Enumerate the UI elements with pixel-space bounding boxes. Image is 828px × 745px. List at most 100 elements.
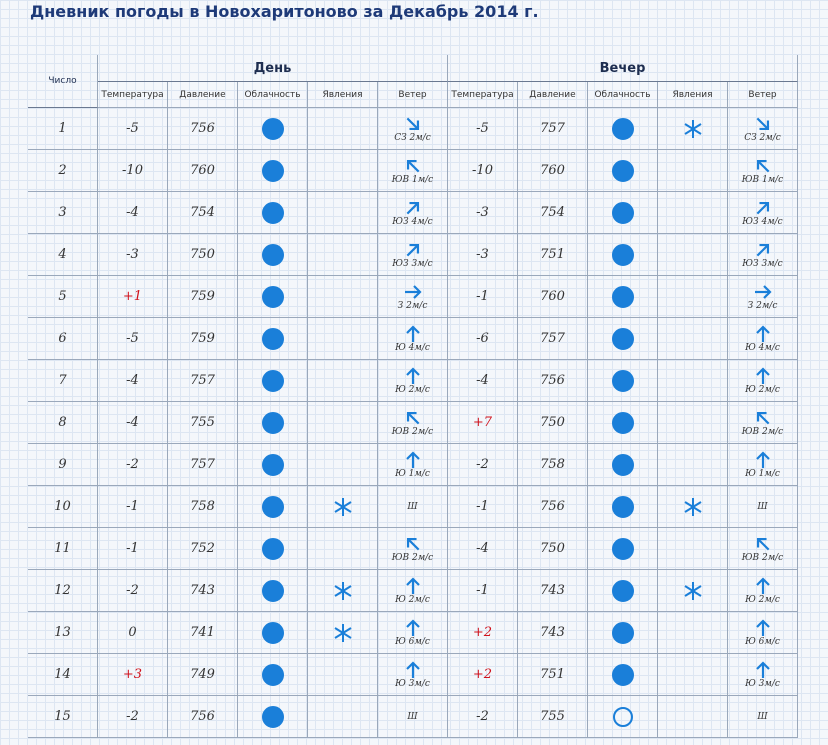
cloud-icon [261,201,284,224]
temperature-text: -3 [126,247,139,262]
phenomena [308,276,378,318]
wind: Ш [728,486,798,528]
temperature-text: -1 [476,499,489,514]
temperature-text: -2 [126,709,139,724]
wind: ЮЗ 3м/с [378,234,448,276]
pressure-text: 759 [190,289,215,304]
cloud-icon [261,453,284,476]
weather-table: Число День Вечер Температура Давление Облачно… [28,55,798,745]
day-number: 8 [28,402,98,444]
phenomena [308,570,378,612]
wind-arrow [755,618,770,636]
subheader: Ветер [378,82,448,108]
wind: ЮВ 2м/с [728,528,798,570]
wind: СЗ 2м/с [378,108,448,150]
cloudiness [588,192,658,234]
pressure: 741 [168,612,238,654]
wind-text: Ю 3м/с [745,678,780,689]
header-day-text: Число [48,76,77,86]
phenomena [658,444,728,486]
pressure: 757 [518,318,588,360]
phenomena [658,108,728,150]
wind-arrow [405,618,420,636]
wind-arrow [755,576,770,594]
cloudiness [588,402,658,444]
phenomena [658,234,728,276]
subheader: Давление [168,82,238,108]
temperature: -4 [448,360,518,402]
wind-text: Ю 1м/с [745,468,780,479]
cloud-icon [261,621,284,644]
day-number: 9 [28,444,98,486]
cloud-icon [261,663,284,686]
day-number-text: 15 [54,709,71,724]
temperature: -6 [448,318,518,360]
wind: Ю 2м/с [378,570,448,612]
wind-text: ЮВ 2м/с [391,552,434,563]
cloud-icon [611,453,634,476]
wind: Ш [728,696,798,738]
pressure: 757 [518,108,588,150]
wind-arrow [756,243,769,256]
group-header: Вечер [448,55,798,82]
pressure: 756 [168,696,238,738]
temperature-text: -4 [476,541,489,556]
wind-text: ЮВ 2м/с [741,552,784,563]
wind-arrow [406,537,419,550]
wind: Ю 2м/с [728,360,798,402]
cloud-icon [261,579,284,602]
cloudiness [238,528,308,570]
wind-text: ЮЗ 3м/с [742,258,783,269]
subheader: Явления [308,82,378,108]
day-number: 10 [28,486,98,528]
wind: Ю 2м/с [728,570,798,612]
cloudiness [238,150,308,192]
cloudiness [588,696,658,738]
cloudiness [238,108,308,150]
cloudiness [588,654,658,696]
subheader-text: Явления [322,89,363,100]
pressure-text: 759 [190,331,215,346]
page-title: Дневник погоды в Новохаритоново за Декаб… [30,2,539,21]
day-number-text: 3 [58,205,67,220]
cloudiness [588,612,658,654]
day-number: 6 [28,318,98,360]
temperature: -4 [98,402,168,444]
cloud-icon [611,117,634,140]
cloud-icon [261,411,284,434]
wind-text: Ш [407,711,418,722]
wind-text: Ю 2м/с [395,384,430,395]
day-number: 1 [28,108,98,150]
phenomena [658,696,728,738]
pressure-text: 757 [540,121,565,136]
cloud-icon [261,537,284,560]
pressure: 758 [518,444,588,486]
temperature: +7 [448,402,518,444]
wind-text: Ю 1м/с [395,468,430,479]
wind-text: ЮВ 1м/с [391,174,434,185]
temperature: -4 [448,528,518,570]
day-number: 12 [28,570,98,612]
day-number-text: 6 [58,331,67,346]
wind-text: Ю 3м/с [395,678,430,689]
pressure: 750 [168,234,238,276]
temperature: -3 [448,234,518,276]
pressure: 743 [518,612,588,654]
pressure: 756 [168,108,238,150]
temperature: +1 [98,276,168,318]
wind: Ю 3м/с [378,654,448,696]
subheader-text: Явления [672,89,713,100]
temperature-text: -2 [476,709,489,724]
cloud-icon [261,243,284,266]
wind-arrow [756,159,769,172]
wind-text: Ю 2м/с [745,594,780,605]
phenomena [308,444,378,486]
phenomena [658,150,728,192]
pressure: 760 [518,276,588,318]
cloudiness [238,402,308,444]
pressure: 756 [518,360,588,402]
wind-text: ЮВ 2м/с [741,426,784,437]
cloudiness [588,318,658,360]
wind-arrow [756,411,769,424]
temperature-text: -5 [126,121,139,136]
